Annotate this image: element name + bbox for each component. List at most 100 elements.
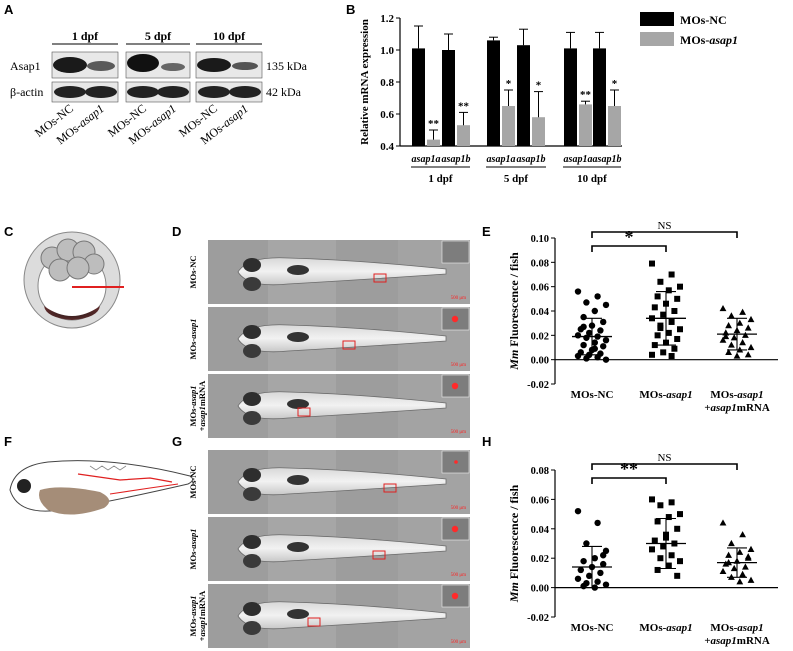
- data-point: [671, 308, 678, 314]
- category-prefix: MOs-: [639, 389, 666, 401]
- condition-prefix: MOs-: [188, 478, 198, 499]
- condition-gene: asap1: [197, 616, 207, 636]
- category-label-2: +asap1mRNA: [704, 402, 770, 414]
- legend-prefix: MOs-: [680, 33, 709, 47]
- y-tick-label: -0.02: [527, 613, 549, 624]
- data-point: [602, 301, 610, 309]
- condition-rna: mRNA: [197, 590, 207, 616]
- category-gene: +asap1: [704, 402, 737, 414]
- data-point: [591, 307, 598, 315]
- blot-row-label: β-actin: [10, 85, 43, 99]
- y-axis-label: Mm Fluorescence / fish: [507, 484, 521, 603]
- bar-mos-nc: [593, 48, 606, 146]
- data-point: [597, 569, 604, 577]
- larva-eye: [243, 535, 261, 549]
- condition-suffix: asap1: [188, 385, 198, 405]
- zebrafish-larva: [237, 324, 447, 353]
- bar-mos-nc: [487, 40, 500, 146]
- data-point: [677, 326, 683, 333]
- data-point: [580, 323, 587, 331]
- larva-eye: [243, 325, 261, 339]
- data-point: [668, 271, 675, 278]
- data-point: [668, 353, 675, 360]
- bar-mos-nc: [564, 48, 577, 146]
- blastomere: [66, 256, 90, 280]
- timepoint-label: 5 dpf: [145, 29, 172, 43]
- y-tick-label: 0.02: [531, 331, 549, 342]
- data-point: [660, 311, 667, 318]
- red-labelled-region: [77, 473, 173, 483]
- data-point: [586, 572, 593, 580]
- gene-label: asap1a: [412, 154, 441, 165]
- data-point: [649, 351, 655, 358]
- swim-bladder: [287, 332, 309, 342]
- data-point: [730, 334, 738, 341]
- data-point: [739, 308, 746, 315]
- swim-bladder: [287, 609, 309, 619]
- yolk-mass: [44, 306, 100, 320]
- data-point: [677, 558, 683, 565]
- condition-suffix: NC: [188, 465, 198, 477]
- data-point: [665, 562, 672, 569]
- category-suffix: asap1: [737, 622, 763, 634]
- significance-label: *: [612, 78, 618, 90]
- y-axis-label: Mm Fluorescence / fish: [507, 252, 521, 371]
- data-point: [674, 525, 681, 532]
- data-point: [744, 553, 752, 560]
- condition-label: MOs-NC: [188, 465, 198, 498]
- data-point: [665, 287, 672, 294]
- fluorescence-signal: [451, 315, 459, 323]
- swim-bladder: [287, 399, 309, 409]
- legend-suffix: NC: [709, 13, 726, 27]
- data-point: [574, 332, 582, 339]
- larva-schematic: [9, 460, 194, 515]
- y-tick-label: 0.08: [531, 258, 549, 269]
- comparison-bracket: [591, 477, 667, 484]
- panel-label-b: B: [346, 2, 355, 17]
- data-point: [747, 343, 755, 351]
- chart-h: -0.02 0.00 0.02 0.04 0.06 0.08 Mm Fluorescence…: [507, 452, 778, 647]
- gene-label: asap1a: [487, 154, 516, 165]
- panel-label-g: G: [172, 434, 182, 449]
- data-point: [665, 329, 672, 336]
- panel-label-f: F: [4, 434, 12, 449]
- data-point: [671, 345, 678, 352]
- blot-band: [161, 63, 185, 71]
- data-point: [725, 551, 732, 558]
- data-point: [742, 331, 749, 338]
- data-point: [580, 313, 587, 321]
- scale-bar-label: 500 μm: [451, 296, 466, 301]
- legend-swatch: [640, 32, 674, 46]
- legend-label: MOs-asap1: [680, 33, 738, 47]
- significance-label: **: [580, 89, 592, 101]
- data-point: [574, 575, 582, 582]
- data-point: [602, 337, 610, 344]
- condition-label-2: +asap1mRNA: [197, 380, 207, 432]
- data-point: [591, 555, 598, 562]
- ylabel-rest: Fluorescence / fish: [507, 484, 521, 582]
- category-label: MOs-NC: [571, 389, 614, 401]
- data-point: [744, 324, 752, 331]
- data-point: [649, 546, 655, 553]
- data-point: [583, 334, 590, 341]
- scale-bar-label: 500 μm: [451, 363, 466, 368]
- larva-eye: [243, 468, 261, 482]
- data-point: [739, 339, 746, 346]
- comparison-label: NS: [657, 452, 671, 464]
- data-point: [719, 519, 727, 526]
- roi-box: [372, 550, 386, 560]
- y-tick-label: 0.02: [531, 554, 549, 565]
- comparison-bracket: [591, 245, 667, 252]
- data-point: [591, 339, 598, 346]
- panel-label-e: E: [482, 224, 491, 239]
- fluorescence-signal: [451, 592, 459, 600]
- data-point: [739, 531, 746, 538]
- larva-eye: [243, 621, 261, 635]
- category-label: MOs-asap1: [639, 622, 692, 634]
- data-point: [580, 557, 587, 565]
- data-point: [594, 578, 601, 585]
- data-point: [728, 312, 735, 319]
- data-point: [657, 555, 664, 562]
- larva-eye: [243, 554, 261, 568]
